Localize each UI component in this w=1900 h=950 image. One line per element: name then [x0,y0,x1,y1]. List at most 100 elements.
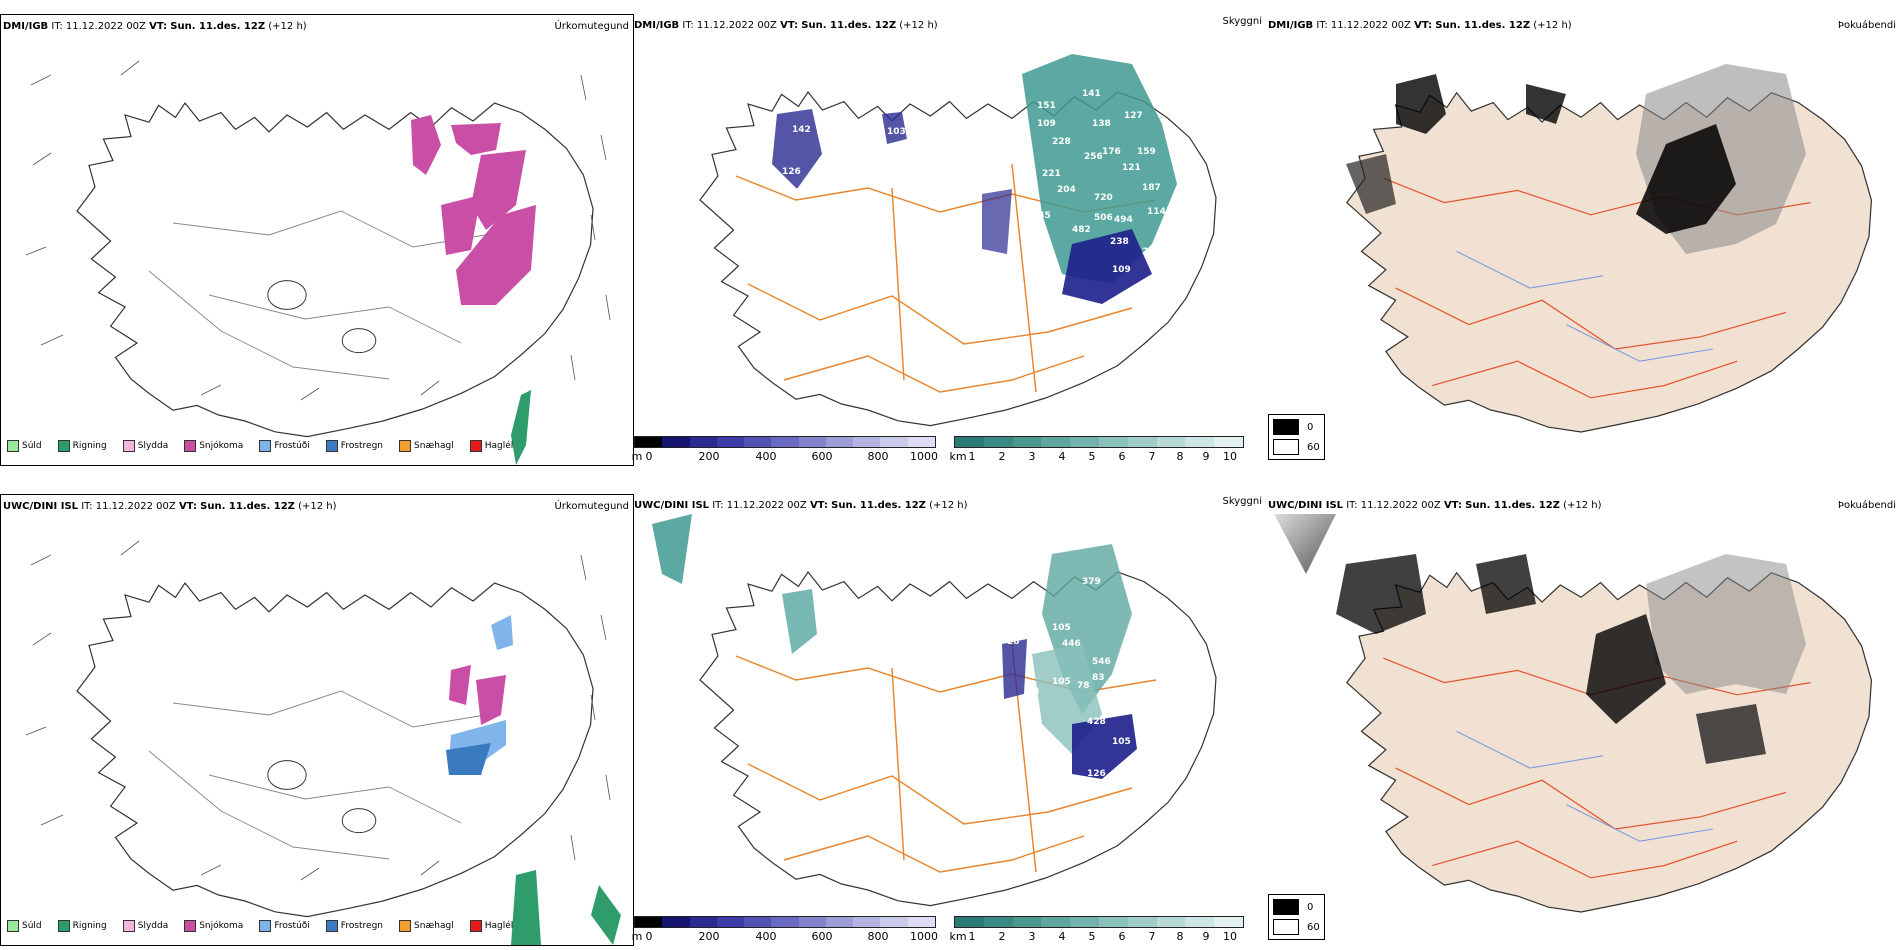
vis-label: 126 [782,167,801,177]
vis-label: 428 [1087,717,1106,727]
vis-label: 83 [1092,673,1105,683]
vis-label: 176 [1102,147,1121,157]
vis-label: 245 [1032,211,1051,221]
wind-barbs-bottom [25,540,611,881]
tick-label: 1 [968,930,976,943]
valid-time: Sun. 11.des. 12Z [831,500,926,511]
valid-label: VT: [780,20,799,31]
legend-item: Haglél [469,920,513,932]
tick-label: 200 [698,450,720,463]
unit-label: km [949,450,967,463]
lead-time: (+12 h) [298,501,337,512]
lead-time: (+12 h) [1533,20,1572,31]
legend-item: Súld [7,920,42,932]
precip-title-bottom: UWC/DINI ISL IT: 11.12.2022 00Z VT: Sun.… [3,501,337,512]
tick-label: 10 [1223,930,1237,943]
tick-label: 3 [1028,450,1036,463]
tick-label: 800 [867,930,889,943]
fog-field-top [1346,64,1806,254]
vis-label: 126 [1087,769,1106,779]
tick-label: 2 [998,930,1006,943]
fog-field-bottom [1336,554,1806,764]
unit-label: km [949,930,967,943]
vis-label: 238 [1110,237,1129,247]
vis-label: 138 [1092,119,1111,129]
unit-label: m [632,930,643,943]
fog-map-bottom [1274,514,1873,913]
legend-item: Frostregn [325,440,383,452]
model-name: DMI/IGB [3,21,49,32]
legend-item: Frostregn [325,920,383,932]
tick-label: 8 [1176,930,1184,943]
legend-item: Snæhagl [399,440,454,452]
fog-corner-label-bottom: Þokuábendi [1837,500,1896,511]
tick-label: 9 [1202,930,1210,943]
vis-label: 93 [792,187,805,197]
vis-label: 221 [1042,169,1061,179]
vis-label: 379 [1082,577,1101,587]
tick-label: 8 [1176,450,1184,463]
precip-corner-label-top: Úrkomutegund [554,21,629,32]
model-name: UWC/DINI ISL [3,501,79,512]
vis-label: 105 [1112,737,1131,747]
visibility-map-bottom: 379 257 105 446 546 28 83 78 105 13 428 … [652,514,1217,907]
tick-label: 4 [1058,450,1066,463]
legend-item: Frostúði [259,440,310,452]
lead-time: (+12 h) [1563,500,1602,511]
precip-panel-top: DMI/IGB IT: 11.12.2022 00Z VT: Sun. 11.d… [0,14,634,466]
visibility-m-colorbar-top [634,436,936,448]
vis-label: 141 [1082,89,1101,99]
fog-panel-bottom: UWC/DINI ISL IT: 11.12.2022 00Z VT: Sun.… [1266,494,1900,944]
legend-value: 60 [1307,921,1320,933]
vis-label: 546 [1092,657,1111,667]
vis-label: 148 [816,127,835,137]
visibility-corner-label-bottom: Skyggni [1222,496,1262,507]
tick-label: 600 [811,450,833,463]
tick-label: 2 [998,450,1006,463]
visibility-field-bottom [652,514,1137,779]
tick-label: 6 [1118,930,1126,943]
vis-label: 105 [1052,677,1071,687]
vis-label: 494 [1114,215,1133,225]
legend-value: 60 [1307,441,1320,453]
precip-corner-label-bottom: Úrkomutegund [554,501,629,512]
legend-item: Súld [7,440,42,452]
visibility-title-top: DMI/IGB IT: 11.12.2022 00Z VT: Sun. 11.d… [634,20,938,31]
legend-item: Snjókoma [184,440,243,452]
valid-label: VT: [1443,500,1462,511]
lead-time: (+12 h) [899,20,938,31]
tick-label: 1000 [910,930,938,943]
init-time: IT: 11.12.2022 00Z [1346,500,1441,511]
tick-label: 0 [645,450,653,463]
valid-label: VT: [149,21,168,32]
visibility-panel-top: 141 138 127 109 151 176 121 159 228 221 … [632,14,1266,464]
tick-label: 400 [755,450,777,463]
tick-label: 5 [1088,450,1096,463]
tick-label: 7 [1148,450,1156,463]
vis-label: 109 [1037,119,1056,129]
vis-label: 13 [1027,687,1040,697]
legend-item: Haglél [469,440,513,452]
valid-time: Sun. 11.des. 12Z [200,501,295,512]
vis-label: 186 [1012,217,1031,227]
valid-time: Sun. 11.des. 12Z [1465,500,1560,511]
visibility-panel-bottom: 379 257 105 446 546 28 83 78 105 13 428 … [632,494,1266,944]
vis-label: 78 [1077,681,1090,691]
vis-label: 187 [1142,183,1161,193]
model-name: DMI/IGB [634,20,680,31]
legend-item: Slydda [122,920,168,932]
vis-label: 151 [1037,101,1056,111]
fog-map-top [1346,64,1873,433]
model-name: DMI/IGB [1268,20,1314,31]
vis-label: 90 [797,225,810,235]
visibility-map-top: 141 138 127 109 151 176 121 159 228 221 … [699,54,1217,427]
legend-item: Rigning [57,920,107,932]
tick-label: 9 [1202,450,1210,463]
legend-item: Frostúði [259,920,310,932]
fog-corner-label-top: Þokuábendi [1837,20,1896,31]
tick-label: 600 [811,930,833,943]
model-name: UWC/DINI ISL [1268,500,1344,511]
tick-label: 6 [1118,450,1126,463]
init-time: IT: 11.12.2022 00Z [1316,20,1411,31]
fog-panel-top: DMI/IGB IT: 11.12.2022 00Z VT: Sun. 11.d… [1266,14,1900,464]
